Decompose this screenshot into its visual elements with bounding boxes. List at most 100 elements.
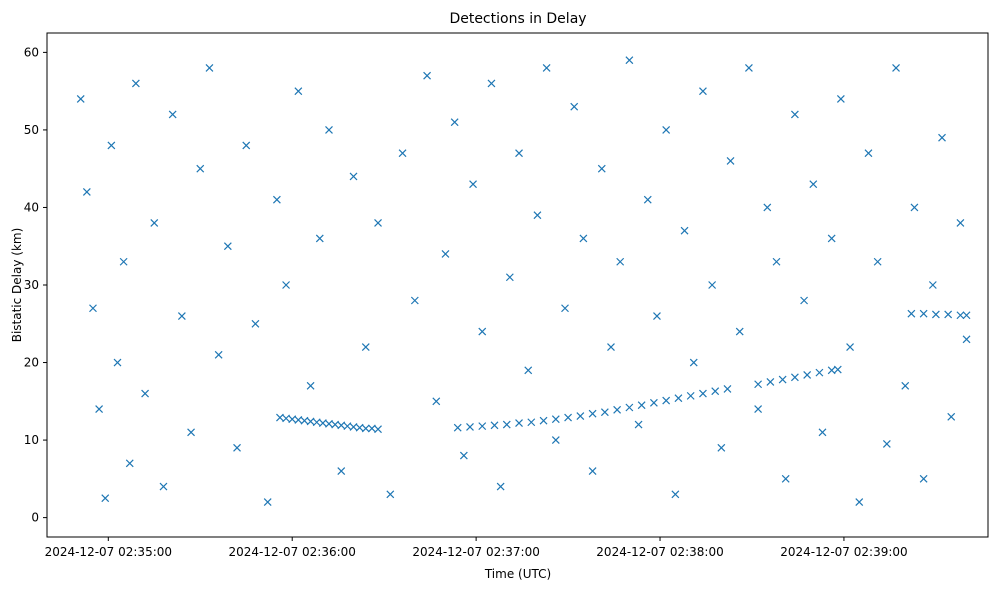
data-point-marker	[101, 494, 110, 503]
data-point-marker	[551, 436, 560, 445]
data-point-marker	[450, 118, 459, 127]
data-point-marker	[515, 149, 523, 158]
data-point-marker	[956, 311, 965, 320]
data-point-marker	[625, 403, 634, 412]
data-point-marker	[754, 380, 763, 389]
data-point-marker	[772, 257, 781, 266]
data-point-marker	[515, 419, 523, 427]
data-point-marker	[931, 310, 940, 319]
data-point-marker	[561, 304, 569, 313]
data-point-marker	[349, 172, 358, 181]
data-point-marker	[833, 365, 842, 374]
data-point-marker	[131, 79, 140, 88]
data-point-marker	[487, 79, 496, 88]
data-point-marker	[113, 358, 122, 367]
data-point-marker	[944, 310, 953, 319]
data-point-marker	[272, 195, 281, 204]
data-point-marker	[625, 56, 634, 65]
data-point-marker	[855, 498, 864, 507]
data-point-marker	[588, 409, 597, 418]
y-axis-title: Bistatic Delay (km)	[10, 228, 24, 343]
data-point-marker	[95, 405, 104, 413]
y-tick-label: 60	[24, 45, 39, 59]
data-point-marker	[616, 257, 625, 266]
data-point-marker	[398, 149, 407, 158]
data-point-marker	[778, 375, 787, 384]
data-point-marker	[177, 312, 186, 320]
x-tick-label: 2024-12-07 02:39:00	[780, 545, 907, 559]
data-point-marker	[233, 443, 241, 452]
data-point-marker	[600, 408, 609, 417]
data-point-marker	[242, 141, 251, 150]
data-point-marker	[187, 428, 195, 437]
data-point-marker	[539, 416, 548, 425]
data-point-marker	[478, 327, 487, 336]
data-point-marker	[141, 389, 150, 398]
data-point-marker	[711, 387, 720, 396]
data-point-marker	[637, 401, 646, 410]
data-point-marker	[597, 164, 606, 173]
data-point-marker	[306, 381, 315, 390]
y-tick-label: 0	[31, 511, 39, 525]
data-point-marker	[864, 149, 873, 158]
data-point-marker	[107, 141, 116, 150]
data-point-marker	[374, 425, 382, 434]
data-point-marker	[466, 422, 474, 431]
data-point-marker	[496, 482, 505, 491]
data-point-marker	[800, 296, 809, 305]
data-point-marker	[846, 343, 854, 351]
data-point-marker	[82, 188, 91, 196]
data-point-marker	[386, 490, 395, 499]
data-point-marker	[441, 250, 450, 258]
data-point-marker	[89, 304, 97, 313]
y-tick-label: 40	[24, 200, 39, 214]
data-point-marker	[214, 350, 223, 359]
data-point-marker	[159, 482, 168, 491]
data-point-marker	[956, 219, 965, 227]
chart-title: Detections in Delay	[449, 11, 586, 27]
x-tick-label: 2024-12-07 02:38:00	[596, 545, 723, 559]
data-point-marker	[125, 459, 134, 468]
data-point-marker	[699, 389, 707, 398]
x-tick-label: 2024-12-07 02:35:00	[45, 545, 172, 559]
data-point-marker	[723, 384, 732, 393]
data-point-marker	[223, 242, 232, 251]
data-point-marker	[901, 381, 910, 390]
y-tick-label: 20	[24, 356, 39, 370]
data-point-marker	[374, 219, 382, 227]
data-point-marker	[205, 63, 214, 72]
data-point-marker	[781, 474, 790, 483]
data-point-marker	[836, 94, 845, 103]
data-point-marker	[809, 180, 818, 189]
data-point-marker	[708, 281, 717, 289]
data-point-marker	[453, 423, 462, 432]
data-point-marker	[542, 63, 551, 72]
data-point-marker	[962, 335, 971, 344]
x-tick-label: 2024-12-07 02:36:00	[228, 545, 355, 559]
data-point-marker	[919, 474, 928, 483]
data-point-marker	[607, 343, 615, 351]
data-point-marker	[892, 63, 900, 72]
data-point-marker	[478, 422, 487, 431]
data-point-marker	[744, 63, 753, 72]
data-point-marker	[150, 219, 159, 227]
data-point-marker	[294, 87, 303, 96]
x-tick-label: 2024-12-07 02:37:00	[412, 545, 539, 559]
data-point-marker	[643, 195, 652, 204]
data-point-marker	[579, 234, 588, 243]
data-point-marker	[282, 281, 291, 289]
data-point-marker	[533, 211, 542, 220]
data-point-marker	[576, 412, 585, 420]
data-point-marker	[803, 371, 812, 379]
data-point-marker	[938, 133, 946, 142]
data-point-marker	[361, 424, 370, 433]
data-point-marker	[432, 397, 441, 406]
data-point-marker	[551, 415, 560, 424]
data-point-marker	[502, 420, 511, 429]
data-point-marker	[882, 440, 891, 448]
data-point-marker	[505, 273, 514, 282]
data-point-marker	[686, 391, 695, 400]
data-point-marker	[410, 296, 419, 305]
